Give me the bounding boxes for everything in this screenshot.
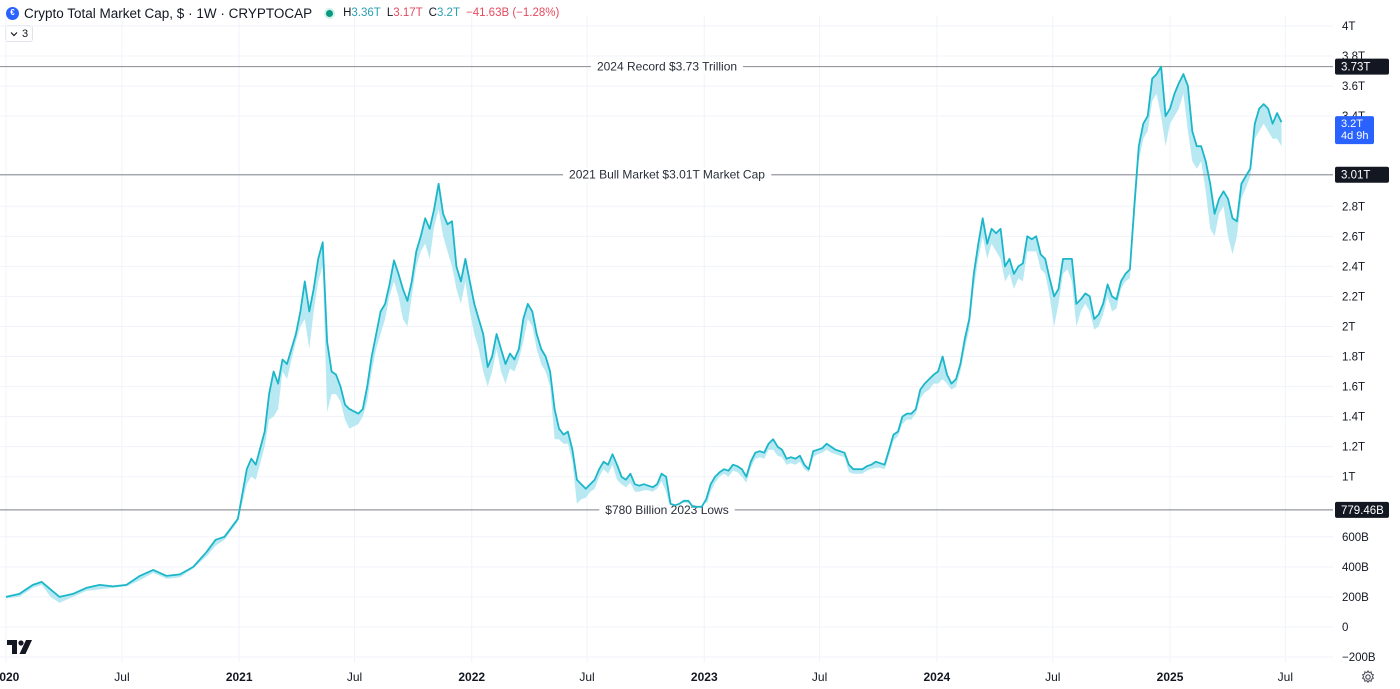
chevron-down-icon [10, 31, 18, 36]
horizontal-levels: 2024 Record $3.73 Trillion 2021 Bull Mark… [0, 59, 1333, 517]
y-tick-label: 1T [1342, 472, 1355, 484]
x-tick-label: Jul [114, 670, 129, 684]
level-label-background [563, 167, 772, 182]
current-price-value: 3.2T [1341, 118, 1363, 130]
level-price-tag-label: 3.01T [1341, 170, 1370, 182]
level-price-tag-label: 779.46B [1341, 505, 1384, 517]
y-tick-label: 2T [1342, 321, 1355, 333]
x-tick-label: 2025 [1157, 670, 1184, 684]
x-tick-label: Jul [347, 670, 362, 684]
tradingview-logo-icon[interactable] [7, 640, 33, 659]
change-value: −41.63B (−1.28%) [465, 7, 560, 19]
bar-countdown: 4d 9h [1341, 130, 1369, 142]
x-tick-label: Jul [1045, 670, 1060, 684]
level-label-background [590, 59, 744, 74]
range-band [6, 66, 1282, 603]
y-tick-label: 2.4T [1342, 261, 1365, 273]
symbol-title[interactable]: Crypto Total Market Cap, $ · 1W · CRYPTO… [24, 5, 313, 21]
y-tick-label: −200B [1342, 652, 1376, 664]
y-tick-label: 1.4T [1342, 412, 1365, 424]
gear-icon[interactable] [1361, 670, 1375, 689]
market-open-dot-icon [326, 9, 334, 17]
y-tick-label: 1.2T [1342, 442, 1365, 454]
level-label: 2024 Record $3.73 Trillion [597, 60, 737, 74]
y-tick-label: 2.6T [1342, 231, 1365, 243]
chart-legend: € Crypto Total Market Cap, $ · 1W · CRYP… [6, 4, 559, 22]
y-tick-label: 4T [1342, 21, 1355, 33]
crypto-symbol-icon: € [6, 6, 19, 20]
current-price-tag [1335, 116, 1374, 145]
grid-lines [0, 16, 1333, 662]
close-value: C3.2T [428, 7, 460, 19]
x-tick-label: 2021 [226, 670, 253, 684]
x-tick-label: Jul [579, 670, 594, 684]
level-price-tag [1335, 58, 1389, 75]
y-tick-label: 1.6T [1342, 382, 1365, 394]
y-tick-label: 3.6T [1342, 81, 1365, 93]
y-tick-label: 600B [1342, 532, 1369, 544]
x-tick-label: 2023 [691, 670, 718, 684]
level-price-tag [1335, 166, 1389, 183]
x-tick-label: Jul [812, 670, 827, 684]
y-tick-label: 0 [1342, 622, 1348, 634]
close-line [5, 65, 1283, 598]
low-value: L3.17T [386, 7, 423, 19]
level-label: 2021 Bull Market $3.01T Market Cap [569, 168, 765, 182]
y-tick-label: 2.8T [1342, 201, 1365, 213]
time-axis[interactable]: 2020 Jul 2021 Jul 2022 Jul 2023 Jul 2024 Jul 2025 J… [0, 670, 1293, 684]
y-tick-label: 400B [1342, 562, 1369, 574]
x-tick-label: 2020 [0, 670, 20, 684]
level-price-tag-label: 3.73T [1341, 62, 1370, 74]
indicator-count: 3 [22, 27, 29, 40]
price-line [5, 65, 1283, 598]
level-price-tag [1335, 501, 1389, 518]
x-tick-label: 2022 [458, 670, 485, 684]
high-value: H3.36T [343, 7, 381, 19]
price-range-band [6, 66, 1282, 603]
y-tick-label: 1.8T [1342, 352, 1365, 364]
y-tick-label: 2.2T [1342, 291, 1365, 303]
y-tick-label: 200B [1342, 592, 1369, 604]
x-tick-label: 2024 [923, 670, 950, 684]
x-tick-label: Jul [1278, 670, 1293, 684]
level-label: $780 Billion 2023 Lows [605, 503, 728, 517]
